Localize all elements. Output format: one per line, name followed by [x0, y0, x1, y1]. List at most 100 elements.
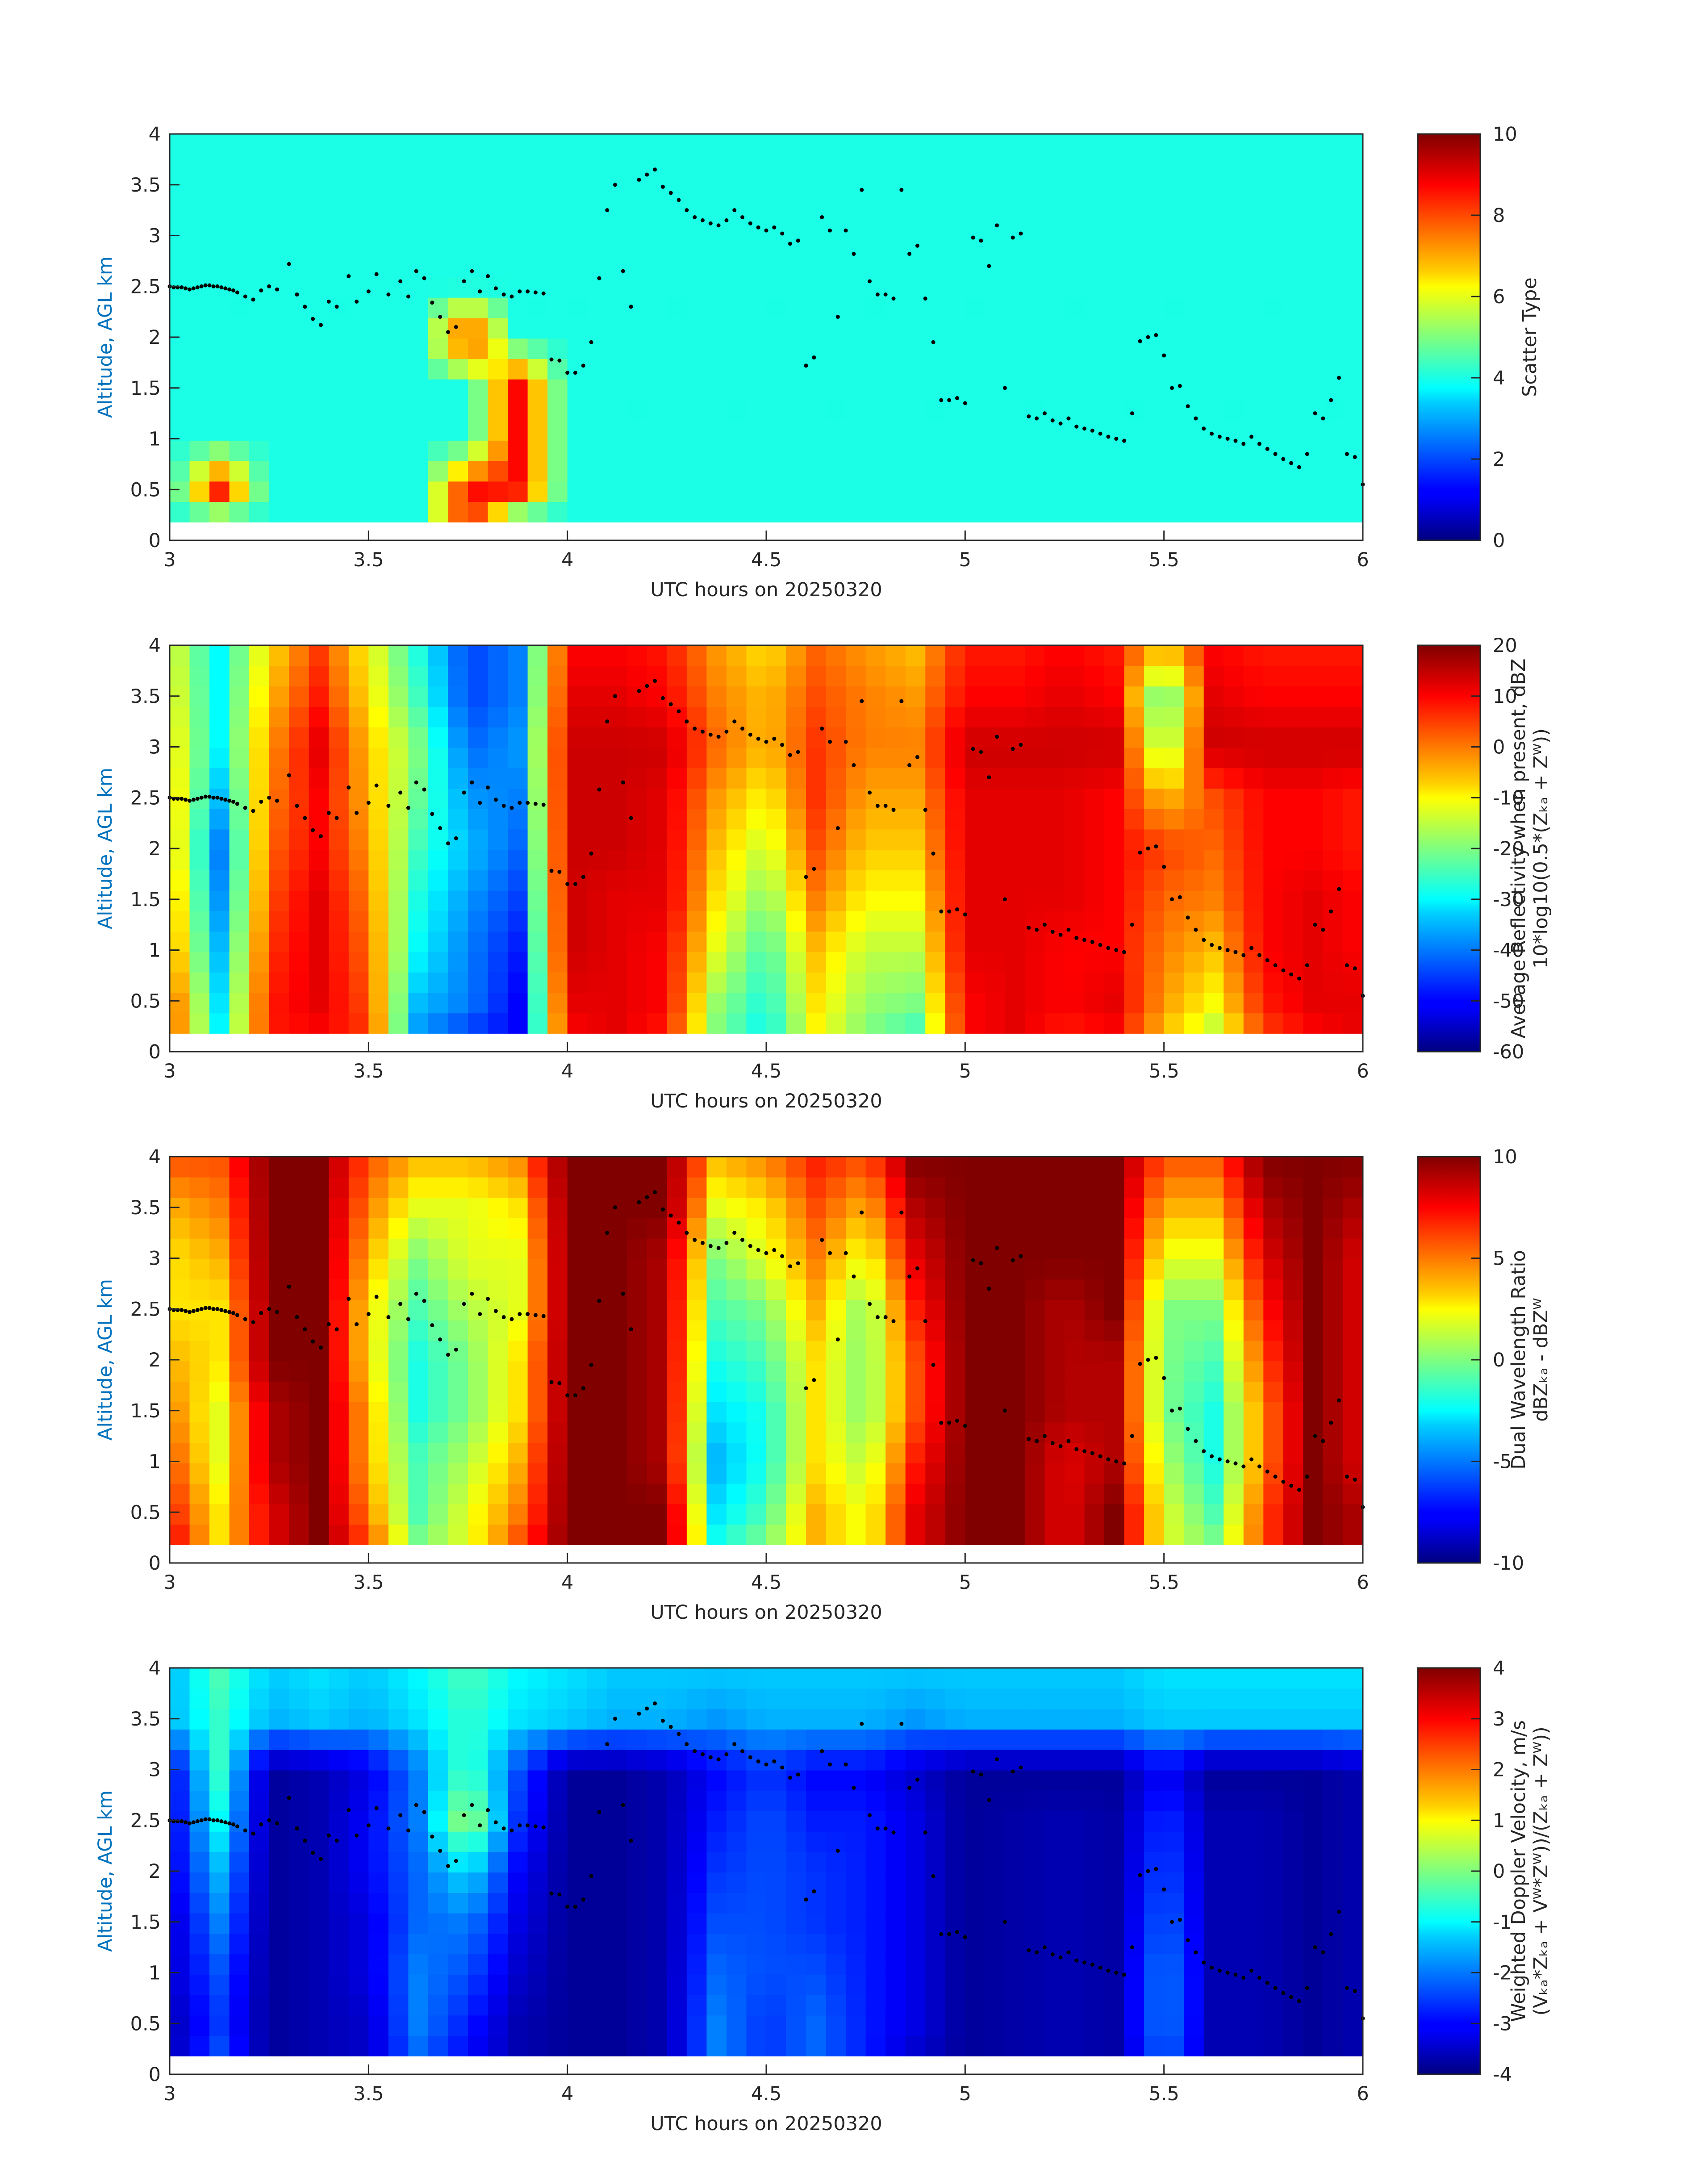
heatmap-cell: [686, 1811, 707, 1832]
cloud-top-point: [868, 790, 872, 795]
heatmap-cell: [925, 1790, 946, 1811]
heatmap-cell: [170, 338, 190, 359]
heatmap-cell: [766, 1709, 787, 1730]
heatmap-cell: [925, 1401, 946, 1423]
heatmap-cell: [686, 1831, 707, 1852]
heatmap-cell: [209, 1340, 230, 1362]
y-tick-label: 3: [149, 736, 161, 759]
heatmap-cell: [965, 1197, 986, 1219]
heatmap-cell: [1323, 215, 1344, 237]
heatmap-cell: [1044, 1524, 1065, 1545]
heatmap-cell: [925, 1381, 946, 1402]
heatmap-cell: [1343, 1177, 1363, 1198]
heatmap-cell: [289, 338, 309, 359]
heatmap-cell: [388, 1770, 409, 1791]
heatmap-cell: [726, 2015, 747, 2036]
heatmap-cell: [468, 890, 489, 911]
heatmap-cell: [329, 1974, 349, 1995]
heatmap-cell: [1283, 1361, 1304, 1382]
heatmap-cell: [1065, 1401, 1085, 1423]
heatmap-cell: [269, 154, 289, 175]
heatmap-cell: [826, 501, 846, 522]
heatmap-cell: [945, 297, 966, 318]
heatmap-cell: [1343, 256, 1363, 277]
heatmap-cell: [607, 236, 628, 257]
heatmap-cell: [408, 1013, 429, 1034]
heatmap-cell: [985, 236, 1006, 257]
cloud-top-point: [1281, 457, 1286, 461]
heatmap-cell: [448, 1013, 468, 1034]
heatmap-cell: [945, 154, 966, 175]
heatmap-cell: [846, 1872, 866, 1893]
heatmap-cell: [1263, 236, 1284, 257]
heatmap-cell: [965, 2035, 986, 2056]
heatmap-cell: [925, 911, 946, 932]
heatmap-cell: [488, 1197, 508, 1219]
heatmap-cell: [1263, 972, 1284, 993]
heatmap-cell: [1005, 686, 1025, 707]
cloud-top-point: [462, 1302, 466, 1306]
heatmap-cell: [1203, 195, 1224, 216]
heatmap-cell: [1084, 1197, 1105, 1219]
heatmap-cell: [1224, 338, 1244, 359]
heatmap-cell: [1283, 399, 1304, 421]
heatmap-cell: [686, 727, 707, 748]
heatmap-cell: [1203, 460, 1224, 482]
cloud-top-point: [1050, 1441, 1055, 1446]
heatmap-cell: [209, 952, 230, 973]
heatmap-cell: [309, 1790, 330, 1811]
heatmap-cell: [368, 1933, 389, 1955]
heatmap-cell: [945, 399, 966, 421]
heatmap-cell: [1323, 1361, 1344, 1382]
heatmap-cell: [985, 134, 1006, 155]
heatmap-cell: [209, 686, 230, 707]
heatmap-cell: [269, 1893, 289, 1914]
heatmap-cell: [309, 1688, 330, 1709]
heatmap-cell: [1323, 1483, 1344, 1504]
heatmap-cell: [766, 1933, 787, 1955]
cloud-top-point: [1146, 335, 1150, 339]
cloud-top-point: [693, 215, 697, 220]
heatmap-cell: [945, 2035, 966, 2056]
heatmap-cell: [786, 1668, 806, 1689]
heatmap-cell: [1104, 870, 1125, 891]
heatmap-cell: [985, 1974, 1006, 1995]
heatmap-cell: [1283, 379, 1304, 400]
heatmap-cell: [885, 686, 906, 707]
heatmap-cell: [348, 399, 369, 421]
colorbar-tick-label: -30: [1493, 889, 1524, 911]
heatmap-cell: [289, 175, 309, 196]
heatmap-cell: [865, 1279, 886, 1300]
heatmap-cell: [189, 2035, 210, 2056]
heatmap-cell: [229, 890, 250, 911]
heatmap-cell: [587, 1729, 608, 1750]
heatmap-cell: [1243, 870, 1264, 891]
heatmap-cell: [368, 808, 389, 830]
heatmap-cell: [667, 1668, 687, 1689]
heatmap-cell: [388, 1361, 409, 1382]
heatmap-cell: [726, 747, 747, 769]
heatmap-cell: [329, 808, 349, 830]
heatmap-cell: [249, 1177, 270, 1198]
heatmap-cell: [408, 1831, 429, 1852]
cloud-top-point: [219, 797, 224, 801]
cloud-top-point: [852, 1274, 856, 1279]
heatmap-cell: [468, 1668, 489, 1689]
heatmap-cell: [527, 1954, 548, 1975]
cloud-top-point: [1233, 1461, 1238, 1466]
heatmap-cell: [706, 1013, 727, 1034]
heatmap-cell: [1184, 1197, 1204, 1219]
heatmap-cell: [368, 992, 389, 1014]
heatmap-cell: [368, 236, 389, 257]
heatmap-cell: [667, 727, 687, 748]
heatmap-cell: [587, 1238, 608, 1259]
heatmap-cell: [1065, 1157, 1085, 1178]
heatmap-cell: [209, 1279, 230, 1300]
heatmap-cell: [408, 727, 429, 748]
heatmap-cell: [647, 829, 668, 850]
heatmap-cell: [448, 1361, 468, 1382]
cloud-top-point: [355, 811, 359, 815]
heatmap-cell: [269, 236, 289, 257]
heatmap-cell: [1243, 911, 1264, 932]
heatmap-cell: [547, 175, 568, 196]
